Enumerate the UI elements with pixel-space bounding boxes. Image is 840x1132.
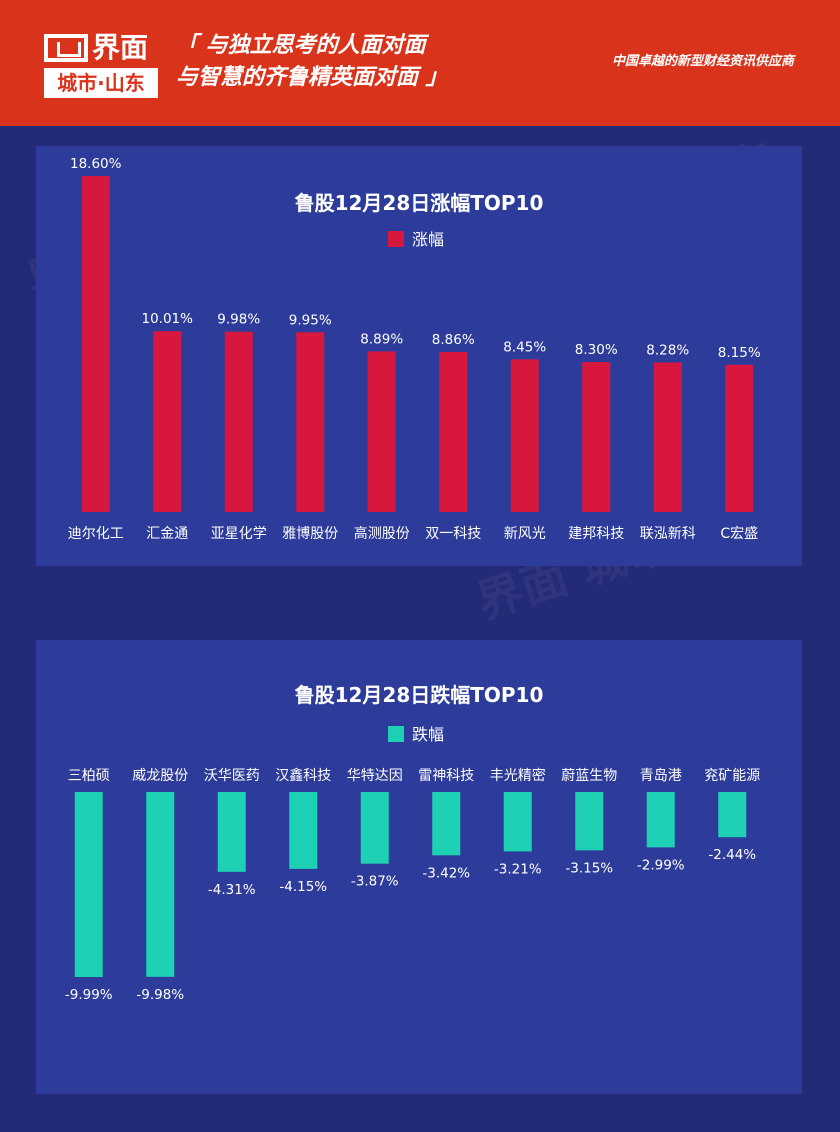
- category-label: 新风光: [504, 526, 546, 542]
- slogan-line-2: 与智慧的齐鲁精英面对面 」: [176, 65, 448, 90]
- losers-chart: 鲁股12月28日跌幅TOP10 跌幅 -9.99% 三柏硕 -9.98% 威龙股份 -4.3…: [65, 683, 760, 1003]
- category-label: 兖矿能源: [704, 768, 760, 784]
- data-label: 10.01%: [142, 311, 194, 327]
- data-label: -4.15%: [279, 879, 327, 895]
- bar: [439, 351, 468, 512]
- data-label: 9.98%: [217, 312, 260, 328]
- bar: [575, 792, 604, 851]
- chart-title: 鲁股12月28日跌幅TOP10: [295, 683, 544, 707]
- bar: [725, 364, 754, 512]
- bar: [653, 362, 682, 512]
- category-label: 蔚蓝生物: [561, 768, 617, 784]
- data-label: -3.87%: [351, 874, 399, 890]
- bar: [582, 362, 611, 512]
- gainers-chart: 鲁股12月28日涨幅TOP10 涨幅 18.60% 迪尔化工 10.01% 汇金通 9.98…: [68, 156, 761, 542]
- data-label: -3.21%: [494, 861, 542, 877]
- data-label: 8.89%: [360, 331, 403, 347]
- data-label: 8.15%: [718, 345, 761, 361]
- bar: [503, 792, 532, 852]
- legend-label: 涨幅: [412, 230, 444, 249]
- category-label: C宏盛: [720, 526, 758, 542]
- data-label: 8.45%: [503, 339, 546, 355]
- bar: [81, 176, 110, 512]
- logo-mark-icon: [44, 34, 88, 62]
- bar: [153, 331, 182, 512]
- category-label: 青岛港: [640, 768, 682, 784]
- category-label: 雷神科技: [418, 768, 474, 784]
- data-label: -2.99%: [637, 857, 685, 873]
- category-label: 雅博股份: [282, 525, 338, 542]
- category-label: 沃华医药: [204, 768, 260, 784]
- category-label: 联泓新科: [640, 526, 696, 542]
- data-label: -9.98%: [136, 987, 184, 1003]
- header-banner: 界面 城市·山东 「 与独立思考的人面对面 与智慧的齐鲁精英面对面 」 中国卓越…: [0, 0, 840, 126]
- slogan-line-1: 「 与独立思考的人面对面: [176, 33, 426, 58]
- data-label: -9.99%: [65, 987, 113, 1003]
- bar: [217, 792, 246, 872]
- category-label: 丰光精密: [490, 767, 546, 784]
- category-label: 汇金通: [146, 526, 188, 542]
- data-label: 18.60%: [70, 156, 122, 172]
- data-label: -2.44%: [708, 847, 756, 863]
- legend-swatch: [388, 231, 404, 247]
- category-label: 迪尔化工: [68, 526, 124, 542]
- supplier-tagline: 中国卓越的新型财经资讯供应商: [611, 54, 794, 69]
- category-label: 亚星化学: [211, 526, 267, 542]
- logo-main-text: 界面: [92, 31, 149, 64]
- category-label: 高测股份: [354, 525, 410, 542]
- bar: [432, 792, 461, 856]
- bar: [74, 792, 103, 977]
- bar: [360, 792, 389, 864]
- data-label: 8.28%: [646, 342, 689, 358]
- slogan: 「 与独立思考的人面对面 与智慧的齐鲁精英面对面 」: [176, 30, 496, 94]
- category-label: 汉鑫科技: [275, 767, 331, 784]
- chart-title: 鲁股12月28日涨幅TOP10: [295, 191, 544, 215]
- category-label: 华特达因: [347, 768, 403, 784]
- bar: [510, 359, 539, 512]
- data-label: -3.15%: [565, 860, 613, 876]
- bar: [296, 332, 325, 512]
- category-label: 双一科技: [425, 526, 481, 542]
- gainers-chart-panel: 鲁股12月28日涨幅TOP10 涨幅 18.60% 迪尔化工 10.01% 汇金通 9.98…: [36, 146, 802, 566]
- bar: [718, 792, 747, 838]
- bar: [146, 792, 175, 977]
- category-label: 三柏硕: [68, 768, 110, 784]
- bar: [646, 792, 675, 848]
- bar: [289, 792, 318, 869]
- legend-swatch: [388, 726, 404, 742]
- logo-sub-text: 城市·山东: [44, 68, 158, 98]
- data-label: -3.42%: [422, 865, 470, 881]
- category-label: 威龙股份: [132, 768, 188, 784]
- losers-chart-panel: 鲁股12月28日跌幅TOP10 跌幅 -9.99% 三柏硕 -9.98% 威龙股份 -4.3…: [36, 640, 802, 1094]
- bar: [224, 331, 253, 512]
- data-label: 8.30%: [575, 342, 618, 358]
- legend-label: 跌幅: [412, 725, 444, 744]
- data-label: 8.86%: [432, 332, 475, 348]
- bar: [367, 351, 396, 512]
- category-label: 建邦科技: [568, 526, 624, 542]
- brand-logo: 界面 城市·山东: [44, 30, 158, 98]
- data-label: -4.31%: [208, 882, 256, 898]
- data-label: 9.95%: [289, 312, 332, 328]
